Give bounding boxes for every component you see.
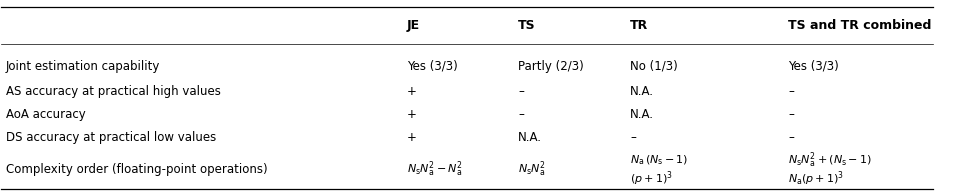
Text: TS and TR combined: TS and TR combined xyxy=(788,19,931,32)
Text: +: + xyxy=(407,131,416,144)
Text: TR: TR xyxy=(629,19,648,32)
Text: DS accuracy at practical low values: DS accuracy at practical low values xyxy=(6,131,216,144)
Text: –: – xyxy=(518,85,524,98)
Text: –: – xyxy=(788,85,794,98)
Text: AoA accuracy: AoA accuracy xyxy=(6,108,86,121)
Text: –: – xyxy=(788,131,794,144)
Text: $N_{\rm s}N_{\rm a}^2$: $N_{\rm s}N_{\rm a}^2$ xyxy=(518,160,546,179)
Text: N.A.: N.A. xyxy=(518,131,542,144)
Text: TS: TS xyxy=(518,19,535,32)
Text: Partly (2/3): Partly (2/3) xyxy=(518,60,583,73)
Text: $N_{\rm a}\,(N_{\rm s}-1)$: $N_{\rm a}\,(N_{\rm s}-1)$ xyxy=(629,153,688,167)
Text: +: + xyxy=(407,108,416,121)
Text: –: – xyxy=(518,108,524,121)
Text: No (1/3): No (1/3) xyxy=(629,60,678,73)
Text: $(p+1)^3$: $(p+1)^3$ xyxy=(629,170,673,188)
Text: JE: JE xyxy=(407,19,419,32)
Text: Yes (3/3): Yes (3/3) xyxy=(407,60,456,73)
Text: Joint estimation capability: Joint estimation capability xyxy=(6,60,160,73)
Text: $N_{\rm s}N_{\rm a}^2 - N_{\rm a}^2$: $N_{\rm s}N_{\rm a}^2 - N_{\rm a}^2$ xyxy=(407,160,462,179)
Text: AS accuracy at practical high values: AS accuracy at practical high values xyxy=(6,85,221,98)
Text: N.A.: N.A. xyxy=(629,85,653,98)
Text: +: + xyxy=(407,85,416,98)
Text: –: – xyxy=(788,108,794,121)
Text: Yes (3/3): Yes (3/3) xyxy=(788,60,838,73)
Text: $N_{\rm s}N_{\rm a}^2 + (N_{\rm s}-1)$: $N_{\rm s}N_{\rm a}^2 + (N_{\rm s}-1)$ xyxy=(788,150,872,170)
Text: –: – xyxy=(629,131,635,144)
Text: $N_{\rm a}(p+1)^3$: $N_{\rm a}(p+1)^3$ xyxy=(788,170,844,188)
Text: N.A.: N.A. xyxy=(629,108,653,121)
Text: Complexity order (floating-point operations): Complexity order (floating-point operati… xyxy=(6,163,267,176)
